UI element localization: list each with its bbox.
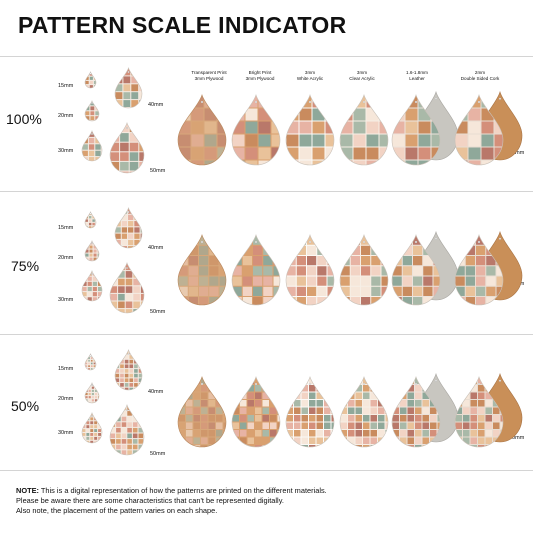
note-line-3: Also note, the placement of the pattern … xyxy=(16,506,218,515)
header-line: 2mm xyxy=(474,70,486,75)
earring-drop xyxy=(84,381,100,404)
earring-drop xyxy=(114,206,143,249)
scale-label-100: 100% xyxy=(6,111,42,127)
size-label: 60mm xyxy=(509,435,525,441)
earring-drop xyxy=(231,233,281,306)
header-line: Leather xyxy=(409,76,425,81)
size-label: 40mm xyxy=(148,102,164,108)
page-title: PATTERN SCALE INDICATOR xyxy=(18,12,347,38)
header-line: Clear Acrylic xyxy=(349,76,375,81)
earring-drop xyxy=(177,93,227,166)
column-header-leather: 1.6-1.8mm Leather xyxy=(386,70,448,82)
earring-drop xyxy=(391,93,441,166)
earring-drop xyxy=(84,352,97,371)
column-header-bright-plywood: Bright Print 3mm Plywood xyxy=(229,70,291,82)
note-line-2: Please be aware there are some character… xyxy=(16,496,284,505)
earring-drop xyxy=(231,93,281,166)
size-label: 60mm xyxy=(509,150,525,156)
header-line: 3mm xyxy=(356,70,368,75)
earring-drop xyxy=(114,348,143,391)
earring-drop xyxy=(177,375,227,448)
note-text: This is a digital representation of how … xyxy=(39,486,327,495)
earring-drop xyxy=(285,233,335,306)
scale-label-75: 75% xyxy=(11,258,40,274)
earring-drop xyxy=(81,411,103,444)
earring-drop xyxy=(391,375,441,448)
earring-drop xyxy=(454,233,504,306)
size-label: 15mm xyxy=(58,83,74,89)
header-line: Bright Print xyxy=(248,70,272,75)
header-line: 3mm Plywood xyxy=(194,76,224,81)
size-label: 20mm xyxy=(58,396,74,402)
header-line: 1.6-1.8mm xyxy=(406,70,428,75)
size-label: 20mm xyxy=(58,255,74,261)
size-label: 15mm xyxy=(58,225,74,231)
size-label: 40mm xyxy=(148,389,164,395)
size-label: 30mm xyxy=(58,430,74,436)
earring-drop xyxy=(339,93,389,166)
earring-drop xyxy=(109,261,145,314)
column-header-clear-acrylic: 3mm Clear Acrylic xyxy=(331,70,393,82)
earring-drop xyxy=(84,99,100,122)
header-line: White Acrylic xyxy=(296,76,324,81)
size-label: 50mm xyxy=(150,309,166,315)
header-line: Transparent Print xyxy=(191,70,227,75)
earring-drop xyxy=(177,233,227,306)
size-label: 30mm xyxy=(58,148,74,154)
column-header-cork: 2mm Double Sided Cork xyxy=(449,70,511,82)
size-label: 50mm xyxy=(150,451,166,457)
earring-drop xyxy=(231,375,281,448)
earring-drop xyxy=(84,70,97,89)
earring-drop xyxy=(285,375,335,448)
earring-drop xyxy=(84,210,97,229)
header-line: Double Sided Cork xyxy=(460,76,500,81)
disclaimer-note: NOTE: This is a digital representation o… xyxy=(16,486,516,516)
earring-drop xyxy=(454,375,504,448)
earring-drop xyxy=(109,403,145,456)
header-line: 3mm xyxy=(304,70,316,75)
earring-drop xyxy=(81,129,103,162)
earring-drop xyxy=(391,233,441,306)
scale-label-50: 50% xyxy=(11,398,40,414)
earring-drop xyxy=(84,239,100,262)
earring-drop xyxy=(339,233,389,306)
size-label: 15mm xyxy=(58,366,74,372)
header-line: 3mm Plywood xyxy=(245,76,275,81)
earring-drop xyxy=(285,93,335,166)
column-header-white-acrylic: 3mm White Acrylic xyxy=(279,70,341,82)
earring-drop xyxy=(114,66,143,109)
column-header-transparent-plywood: Transparent Print 3mm Plywood xyxy=(178,70,240,82)
earring-drop xyxy=(339,375,389,448)
earring-drop xyxy=(454,93,504,166)
divider-bottom xyxy=(0,470,533,471)
earring-drop xyxy=(109,121,145,174)
size-label: 50mm xyxy=(150,168,166,174)
size-label: 40mm xyxy=(148,245,164,251)
size-label: 20mm xyxy=(58,113,74,119)
divider-middle-1 xyxy=(0,191,533,192)
earring-drop xyxy=(81,269,103,302)
divider-top xyxy=(0,56,533,57)
size-label: 30mm xyxy=(58,297,74,303)
note-label: NOTE: xyxy=(16,486,39,495)
divider-middle-2 xyxy=(0,334,533,335)
note-line-1: NOTE: This is a digital representation o… xyxy=(16,486,516,496)
